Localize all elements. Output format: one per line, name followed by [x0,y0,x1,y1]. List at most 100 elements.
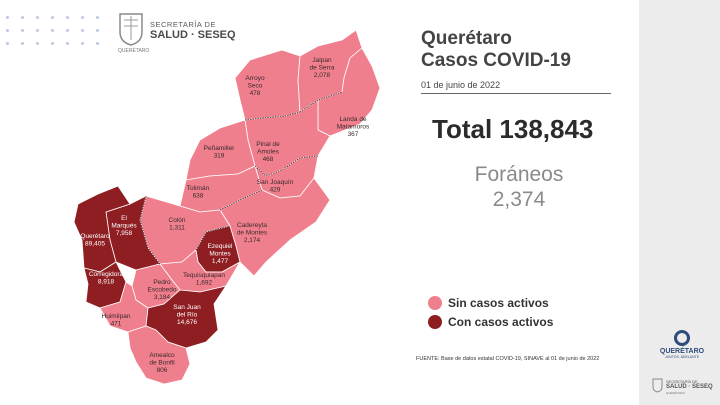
municipality-name-san-juan: del Río [177,312,198,319]
decorative-dot [6,29,9,32]
logo-line2: SALUD · SESEQ [150,29,236,41]
decorative-dot [96,16,99,19]
municipality-cases-san-joaquin: 429 [270,187,281,194]
municipality-cases-amealco: 806 [157,367,168,374]
legend-swatch-active [428,315,442,329]
legend-swatch-inactive [428,296,442,310]
municipality-cases-huimilpan: 471 [111,321,122,328]
municipal-border-line [195,225,231,251]
municipality-name-landa: Landa de [339,116,366,123]
brand-slogan: JUNTOS, ADELANTE [664,355,700,359]
decorative-dot [81,29,84,32]
title-line2: Casos COVID-19 [421,50,571,71]
municipality-label-san-juan: San Juan del Río 14,676 [173,304,201,326]
legend-item-inactive: Sin casos activos [428,294,588,312]
title-divider [421,93,611,94]
municipality-cases-pinal: 468 [263,156,274,163]
report-date: 01 de junio de 2022 [421,80,501,90]
sidebar-seseq-logo: SECRETARÍA DE SALUD · SESEQ QUERÉTARO [652,376,714,396]
title-line1: Querétaro [421,28,512,49]
decorative-dot [36,42,39,45]
queretaro-brand-logo: QUERÉTARO JUNTOS, ADELANTE [654,330,710,359]
foraneos-value: 2,374 [492,188,546,211]
municipality-name-el-marques: El [121,215,127,222]
municipality-label-tequisquiapan: Tequisquiapan 1,692 [183,272,225,287]
municipality-name-amealco: de Bonfil [149,360,175,367]
decorative-dot [51,29,54,32]
total-cases: Total 138,843 [432,114,594,144]
municipality-name-toliman: Tolimán [187,185,210,192]
municipality-label-jalpan: Jalpan de Serra 2,078 [310,57,335,79]
municipality-cases-toliman: 638 [193,193,204,200]
municipality-name-arroyo-seco: Arroyo [245,75,265,82]
queretaro-municipalities-map: Arroyo Seco 478 Jalpan de Serra 2,078 Landa de… [73,29,381,385]
sidebar-sec-line3: QUERÉTARO [666,391,685,395]
municipal-border-line [139,195,161,265]
municipality-cases-arroyo-seco: 478 [250,90,261,97]
municipality-label-landa: Landa de Matamoros 367 [337,116,370,138]
sidebar-sec-line1: SECRETARÍA DE [666,379,698,384]
queretaro-q-icon [674,330,690,346]
small-shield-icon [652,378,663,393]
municipality-label-penamiller: Peñamiller 319 [204,145,236,160]
municipality-name-el-marques: Marqués [111,223,137,230]
decorative-dot [66,16,69,19]
municipality-label-amealco: Amealco de Bonfil 806 [149,352,175,374]
municipality-name-ezequiel: Montes [209,251,231,258]
municipality-huimilpan [99,281,149,333]
municipality-name-ezequiel: Ezequiel [208,243,233,250]
municipality-name-cadereyta: Cadereyta [237,222,267,229]
decorative-dot [21,42,24,45]
municipality-cases-san-juan: 14,676 [177,319,197,326]
municipal-border-line [219,189,263,211]
municipality-name-san-joaquin: San Joaquín [257,179,294,186]
municipality-cases-pedro-escobedo: 3,184 [154,294,171,301]
decorative-dot [66,42,69,45]
decorative-dot [81,42,84,45]
municipality-label-el-marques: El Marqués 7,958 [111,215,137,237]
seseq-logo: SECRETARÍA DE SALUD · SESEQ QUERÉTARO [118,10,238,54]
municipality-cases-penamiller: 319 [214,153,225,160]
municipality-label-cadereyta: Cadereyta de Montes 2,174 [237,222,268,244]
municipality-label-toliman: Tolimán 638 [187,185,210,200]
municipality-arroyo-seco [234,49,301,121]
municipality-label-san-joaquin: San Joaquín 429 [257,179,294,194]
municipality-label-queretaro: Querétaro 89,405 [80,233,110,248]
decorative-dot [51,42,54,45]
municipality-cases-tequisquiapan: 1,692 [196,280,213,287]
source-note: FUENTE: Base de datos estatal COVID-19, … [416,356,600,362]
municipality-label-ezequiel: Ezequiel Montes 1,477 [208,243,233,265]
municipality-name-pinal: Pinal de [256,141,280,148]
municipality-name-arroyo-seco: Seco [248,83,263,90]
municipality-label-pedro-escobedo: Pedro Escobedo 3,184 [148,279,177,301]
municipality-name-amealco: Amealco [149,352,175,359]
municipality-label-pinal: Pinal de Amoles 468 [256,141,280,163]
municipal-border-line [299,91,343,113]
legend-item-active: Con casos activos [428,313,588,331]
municipality-cases-cadereyta: 2,174 [244,237,261,244]
municipality-cases-colon: 1,311 [169,225,185,232]
municipality-name-pinal: Amoles [257,149,279,156]
logo-line1: SECRETARÍA DE [150,20,216,29]
municipality-name-queretaro: Querétaro [80,233,110,240]
municipality-label-colon: Colón 1,311 [169,217,186,232]
municipality-cases-ezequiel: 1,477 [212,258,229,265]
decorative-dot [6,16,9,19]
municipality-name-landa: Matamoros [337,124,370,131]
decorative-dot [6,42,9,45]
logo-line3: QUERÉTARO [118,48,150,54]
decorative-dot [96,29,99,32]
decorative-dot [36,29,39,32]
municipality-name-san-juan: San Juan [173,304,201,311]
municipality-queretaro [73,185,131,273]
municipality-name-corregidora: Corregidora [89,271,124,278]
municipality-cases-landa: 367 [348,131,359,138]
page-title: Querétaro Casos COVID-19 [421,28,571,72]
decorative-dot [21,16,24,19]
decorative-dot [66,29,69,32]
municipality-label-corregidora: Corregidora 8,918 [89,271,124,286]
municipality-label-huimilpan: Huimilpan 471 [102,313,131,328]
municipality-label-arroyo-seco: Arroyo Seco 478 [245,75,265,97]
decorative-dot [36,16,39,19]
municipality-cases-el-marques: 7,958 [116,230,133,237]
